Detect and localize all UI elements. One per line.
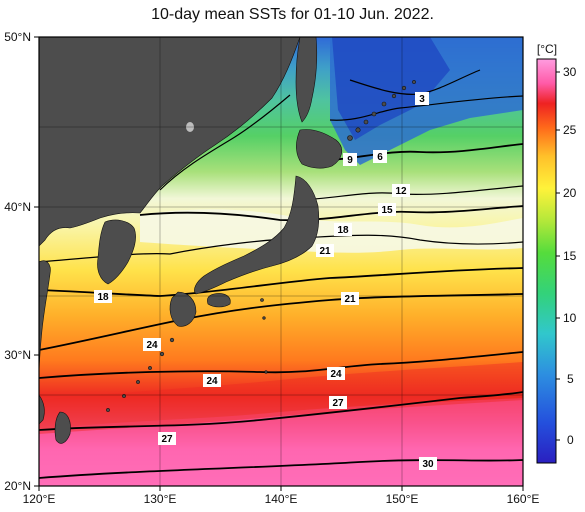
isotherm-labels: 3 9 6 12 15 18 21 21 18 24 24 24 27 27 3… [94, 92, 437, 470]
isotherm-label-24: 24 [143, 338, 161, 351]
isotherm-label-12: 12 [392, 184, 410, 197]
isotherm-label-15: 15 [378, 203, 396, 216]
svg-text:21: 21 [344, 294, 356, 305]
svg-text:18: 18 [97, 292, 109, 303]
colorbar-tick-label: 0 [567, 433, 574, 447]
isotherm-label-21: 21 [341, 292, 359, 305]
isotherm-label-24: 24 [203, 374, 221, 387]
colorbar-unit: [°C] [537, 42, 557, 56]
isotherm-label-18: 18 [334, 223, 352, 236]
colorbar: [°C] 30 25 20 15 10 5 0 [536, 42, 577, 464]
graticule [39, 37, 523, 486]
isotherm-label-18: 18 [94, 290, 112, 303]
axis-ticks [34, 36, 524, 491]
svg-text:30: 30 [422, 459, 434, 470]
isotherm-label-9: 9 [343, 153, 357, 166]
map-title: 10-day mean SSTs for 01-10 Jun. 2022. [151, 6, 434, 23]
lat-tick-label: 20°N [4, 479, 31, 493]
isotherm-label-21: 21 [316, 244, 334, 257]
lon-tick-label: 160°E [507, 492, 540, 506]
isotherm-label-6: 6 [373, 150, 387, 163]
isotherm-label-27: 27 [329, 396, 347, 409]
colorbar-tick-label: 5 [567, 372, 574, 386]
isotherm-label-27: 27 [158, 432, 176, 445]
colorbar-tick-label: 25 [563, 123, 577, 137]
isotherm-label-3: 3 [415, 92, 429, 105]
colorbar-gradient [536, 58, 557, 464]
svg-text:9: 9 [347, 155, 353, 166]
colorbar-tick-label: 20 [563, 186, 577, 200]
lat-tick-label: 30°N [4, 348, 31, 362]
colorbar-tick-label: 15 [563, 249, 577, 263]
svg-text:24: 24 [330, 369, 342, 380]
lon-tick-label: 120°E [23, 492, 56, 506]
svg-text:12: 12 [395, 186, 407, 197]
colorbar-tick-label: 10 [563, 311, 577, 325]
lon-tick-label: 130°E [144, 492, 177, 506]
lat-tick-label: 50°N [4, 30, 31, 44]
isotherm-label-24: 24 [327, 367, 345, 380]
svg-text:27: 27 [161, 434, 173, 445]
land-masses [38, 36, 416, 444]
svg-text:24: 24 [206, 376, 218, 387]
svg-text:18: 18 [337, 225, 349, 236]
svg-text:3: 3 [419, 94, 425, 105]
colorbar-tick-label: 30 [563, 65, 577, 79]
svg-text:21: 21 [319, 246, 331, 257]
lon-tick-label: 140°E [265, 492, 298, 506]
svg-text:24: 24 [146, 340, 158, 351]
lat-tick-label: 40°N [4, 200, 31, 214]
svg-text:27: 27 [332, 398, 344, 409]
isotherm-label-30: 30 [419, 457, 437, 470]
svg-text:6: 6 [377, 152, 383, 163]
svg-text:15: 15 [381, 205, 393, 216]
lon-tick-label: 150°E [386, 492, 419, 506]
